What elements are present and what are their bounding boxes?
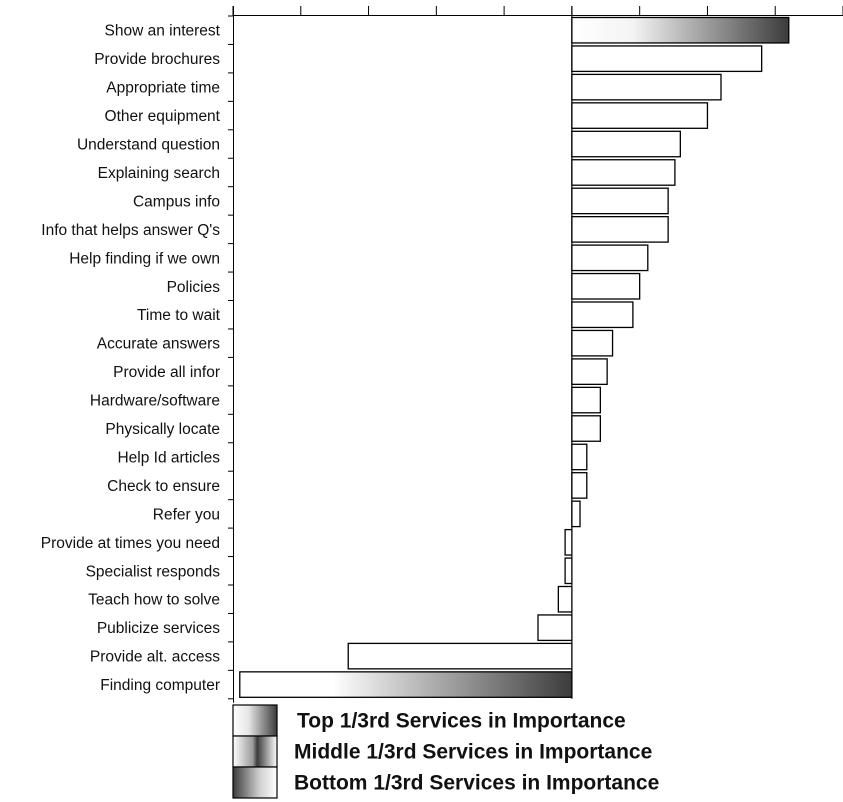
category-label: Provide brochures <box>94 51 220 68</box>
category-label: Accurate answers <box>97 336 220 353</box>
legend-label-top: Top 1/3rd Services in Importance <box>297 710 626 733</box>
category-label: Appropriate time <box>106 80 220 97</box>
bar-help-finding-if-we-own <box>571 244 649 272</box>
category-label: Info that helps answer Q's <box>41 222 220 239</box>
bar-provide-at-times-you-need <box>564 528 573 556</box>
bar-policies <box>571 272 641 300</box>
bar-accurate-answers <box>571 329 614 357</box>
bar-specialist-responds <box>564 557 573 585</box>
category-label: Provide all infor <box>113 364 220 381</box>
category-label: Understand question <box>77 137 220 154</box>
bar-publicize-services <box>537 614 573 642</box>
category-label: Check to ensure <box>107 478 220 495</box>
category-label: Provide at times you need <box>41 535 220 552</box>
legend-label-bottom: Bottom 1/3rd Services in Importance <box>294 772 659 795</box>
bars <box>239 16 790 698</box>
category-labels: Show an interest Provide brochures Appropr… <box>41 23 221 694</box>
bar-teach-how-to-solve <box>557 585 573 613</box>
legend-swatch-bottom <box>232 766 278 799</box>
category-label: Policies <box>167 279 221 296</box>
bar-info-that-helps-answer-q-s <box>571 215 669 243</box>
legend-swatch-top <box>232 704 278 737</box>
bar-understand-question <box>571 130 681 158</box>
bar-appropriate-time <box>571 73 722 101</box>
category-label: Physically locate <box>105 421 220 438</box>
bar-time-to-wait <box>571 301 634 329</box>
bar-show-an-interest <box>571 16 790 44</box>
category-label: Provide alt. access <box>90 649 220 666</box>
bar-campus-info <box>571 187 669 215</box>
bar-finding-computer <box>239 671 573 698</box>
bar-help-id-articles <box>571 443 588 471</box>
category-label: Hardware/software <box>90 393 220 410</box>
bar-other-equipment <box>571 102 709 129</box>
bar-explaining-search <box>571 159 676 186</box>
legend: Top 1/3rd Services in Importance Middle 1… <box>232 704 659 799</box>
category-label: Help finding if we own <box>69 250 220 267</box>
category-label: Show an interest <box>105 23 221 40</box>
category-label: Refer you <box>153 506 220 523</box>
category-label: Finding computer <box>100 677 220 694</box>
bar-provide-alt-access <box>347 642 573 670</box>
category-label: Campus info <box>133 193 220 210</box>
category-label: Help Id articles <box>117 449 220 466</box>
category-label: Publicize services <box>97 620 220 637</box>
bar-provide-brochures <box>571 45 763 73</box>
bar-check-to-ensure <box>571 472 588 499</box>
category-label: Teach how to solve <box>88 592 220 609</box>
category-label: Explaining search <box>98 165 220 182</box>
category-label: Other equipment <box>105 108 221 125</box>
bar-physically-locate <box>571 415 602 442</box>
category-label: Time to wait <box>137 307 221 324</box>
bar-provide-all-infor <box>571 358 608 385</box>
bar-refer-you <box>571 500 581 528</box>
legend-label-middle: Middle 1/3rd Services in Importance <box>294 741 652 764</box>
legend-swatch-middle <box>232 735 278 768</box>
x-axis <box>228 6 843 703</box>
category-label: Specialist responds <box>86 563 221 580</box>
bar-hardware-software <box>571 386 602 414</box>
